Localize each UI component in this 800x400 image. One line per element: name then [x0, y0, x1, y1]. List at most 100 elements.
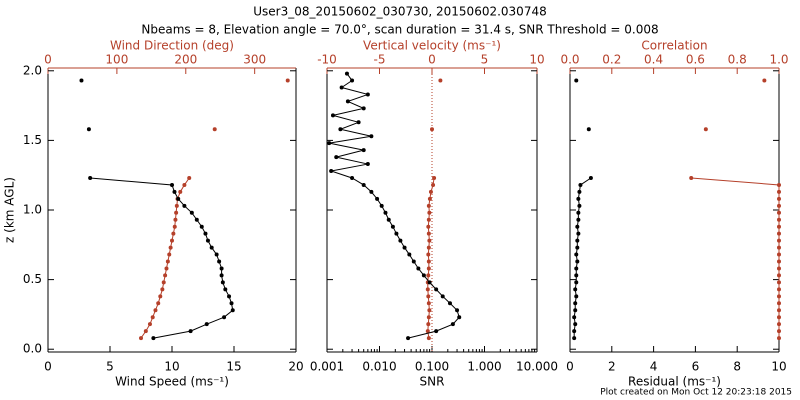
x2-tick-label: 0	[44, 53, 52, 67]
data-point	[361, 148, 366, 153]
y-tick-label: 1.0	[23, 203, 42, 217]
data-point	[703, 127, 708, 132]
data-point	[574, 78, 579, 83]
data-point	[428, 189, 433, 194]
x2-tick-label: 0.8	[728, 53, 747, 67]
data-point	[187, 175, 192, 180]
x-tick-label: 20	[288, 360, 303, 374]
data-point	[327, 141, 332, 146]
y-tick-label: 0.5	[23, 272, 42, 286]
data-point	[777, 280, 781, 285]
data-point	[361, 106, 366, 111]
x-tick-label: 0.001	[310, 360, 344, 374]
data-point	[777, 182, 781, 187]
data-point	[426, 252, 431, 257]
data-point	[457, 315, 462, 320]
data-point	[577, 203, 582, 208]
data-point	[455, 308, 460, 313]
data-point	[777, 329, 781, 334]
data-point	[176, 196, 181, 201]
data-point	[440, 294, 445, 299]
x-tick-label: 4	[650, 360, 658, 374]
data-point	[217, 259, 222, 264]
data-point	[411, 259, 416, 264]
x-tick-label: 2	[608, 360, 616, 374]
x2-tick-label: 0.0	[560, 53, 579, 67]
data-point	[777, 259, 781, 264]
data-point	[450, 322, 455, 327]
y-axis-label: z (km AGL)	[3, 177, 17, 243]
x-axis-label: Residual (ms⁻¹)	[628, 375, 721, 389]
data-point	[338, 127, 343, 132]
data-point	[577, 189, 582, 194]
data-point	[573, 287, 578, 292]
x2-axis-label: Wind Direction (deg)	[110, 39, 234, 53]
data-point	[189, 210, 194, 215]
x2-tick-label: 0.4	[644, 53, 663, 67]
x2-tick-label: 300	[243, 53, 266, 67]
x-tick-label: 0.010	[362, 360, 396, 374]
data-point	[777, 322, 781, 327]
data-point	[345, 99, 350, 104]
data-point	[160, 287, 165, 292]
data-point	[575, 224, 580, 229]
data-point	[572, 336, 577, 341]
x2-tick-label: 0.6	[686, 53, 705, 67]
data-point	[777, 231, 781, 236]
x-axis-label: SNR	[420, 375, 445, 389]
data-point	[573, 301, 578, 306]
data-point	[182, 203, 187, 208]
data-point	[220, 280, 225, 285]
x2-tick-label: 0	[428, 53, 436, 67]
data-point	[223, 287, 228, 292]
x-tick-label: 10.000	[516, 360, 558, 374]
x-tick-label: 0.100	[415, 360, 449, 374]
data-point	[777, 245, 781, 250]
x-tick-label: 1.000	[467, 360, 501, 374]
data-point	[576, 210, 581, 215]
data-point	[173, 217, 178, 222]
data-point	[576, 217, 581, 222]
data-point	[576, 231, 581, 236]
data-point	[329, 169, 334, 174]
data-point	[427, 238, 432, 243]
data-point	[170, 182, 174, 187]
data-point	[777, 238, 781, 243]
data-point	[426, 336, 431, 341]
data-point	[426, 245, 431, 250]
data-point	[199, 224, 204, 229]
data-point	[777, 294, 781, 299]
data-point	[777, 308, 781, 313]
data-point	[204, 322, 209, 327]
data-point	[170, 238, 174, 243]
data-point	[586, 127, 591, 132]
data-point	[777, 203, 781, 208]
data-point	[426, 259, 431, 264]
data-point	[339, 85, 344, 90]
data-point	[777, 252, 781, 257]
data-point	[334, 155, 339, 160]
data-point	[214, 252, 219, 257]
data-point	[777, 287, 781, 292]
data-point	[209, 245, 214, 250]
data-point	[426, 294, 431, 299]
data-point	[219, 266, 224, 271]
data-point	[164, 266, 169, 271]
data-point	[575, 238, 580, 243]
data-point	[426, 315, 431, 320]
data-point	[777, 189, 781, 194]
data-point	[365, 162, 370, 167]
data-point	[163, 273, 168, 278]
data-point	[426, 273, 431, 278]
data-point	[379, 203, 384, 208]
data-point	[182, 182, 187, 187]
y-tick-label: 2.0	[23, 63, 42, 77]
y-tick-label: 0.0	[23, 342, 42, 356]
data-point	[361, 182, 366, 187]
data-point	[777, 301, 781, 306]
data-point	[427, 210, 432, 215]
data-point	[576, 196, 581, 201]
